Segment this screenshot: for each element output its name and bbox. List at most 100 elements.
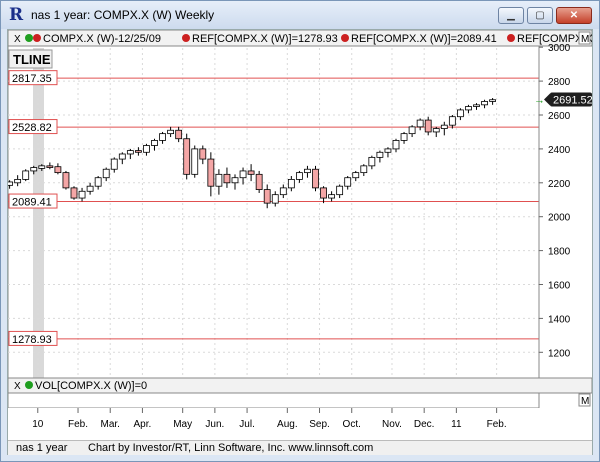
- legend-close-button[interactable]: X: [14, 34, 21, 45]
- close-button[interactable]: ✕: [556, 7, 592, 24]
- x-tick-label-7: Aug.: [277, 419, 298, 430]
- candle-body-11: [86, 185, 94, 192]
- status-symbol-text: nas 1 year: [16, 442, 68, 454]
- candle-body-32: [255, 173, 263, 190]
- candle-body-2: [14, 179, 22, 184]
- candle-body-4: [30, 167, 38, 172]
- candle-body-48: [384, 148, 392, 153]
- minimize-button[interactable]: ▁: [498, 7, 524, 24]
- candle-body-36: [287, 179, 295, 189]
- reference-lines: 2817.35 2528.82 2089.41 1278.93: [8, 70, 539, 346]
- candle-body-37: [295, 172, 303, 180]
- x-tick-label-1: Feb.: [68, 419, 88, 430]
- candle-body-45: [360, 165, 368, 174]
- y-tick-label-7: 2600: [548, 111, 571, 122]
- candle-body-53: [424, 119, 432, 133]
- candle-body-23: [183, 138, 191, 175]
- legend-series1[interactable]: COMPX.X (W)-12/25/09: [43, 33, 161, 45]
- volume-minimize-button[interactable]: [578, 393, 591, 407]
- candle-body-1: [6, 181, 14, 186]
- candle-body-30: [239, 170, 247, 179]
- candle-body-33: [263, 189, 271, 204]
- last-price: → 2691.52: [534, 92, 593, 107]
- status-credit-text: Chart by Investor/RT, Linn Software, Inc…: [88, 442, 374, 454]
- x-tick-label-2: Mar.: [100, 419, 119, 430]
- candle-body-35: [279, 187, 287, 196]
- candle-body-6: [46, 165, 54, 168]
- volume-close-button[interactable]: X: [14, 381, 21, 392]
- title-bar[interactable]: R nas 1 year: COMPX.X (W) Weekly ▁ ▢ ✕: [1, 1, 599, 29]
- x-tick-label-0: 10: [32, 419, 44, 430]
- x-tick-label-11: Dec.: [414, 419, 435, 430]
- series4-dot-icon: [507, 34, 515, 42]
- x-tick-label-12: 11: [451, 419, 462, 430]
- price-pane: [7, 29, 540, 379]
- candle-body-28: [223, 173, 231, 184]
- legend-minimize-button[interactable]: [578, 31, 591, 45]
- candle-body-52: [416, 119, 424, 128]
- candle-body-46: [368, 156, 376, 167]
- y-tick-label-0: 1200: [548, 348, 571, 359]
- x-tick-label-6: Jul.: [239, 419, 255, 430]
- x-axis: 10 Feb. Mar. Apr. May Jun. Jul. Aug. Sep. Oct. Nov…: [32, 408, 507, 430]
- series1-dot-icon: [25, 34, 33, 42]
- y-tick-label-1: 1400: [548, 314, 571, 325]
- ref-label-box-3: [8, 330, 58, 346]
- tline-button[interactable]: [8, 49, 53, 69]
- window-title: nas 1 year: COMPX.X (W) Weekly: [31, 8, 215, 22]
- ref-label-box-1: [8, 119, 58, 135]
- volume-pane: [7, 392, 540, 409]
- series1-dot2-icon: [33, 34, 41, 42]
- candle-body-14: [110, 158, 118, 170]
- legend-series3[interactable]: REF[COMPX.X (W)]=2089.41: [351, 33, 497, 45]
- candle-body-55: [440, 124, 448, 129]
- legend-minimize-label: M: [581, 34, 589, 45]
- volume-minimize-label: M: [581, 396, 589, 407]
- x-tick-label-10: Nov.: [382, 419, 402, 430]
- x-tick-label-3: Apr.: [134, 419, 152, 430]
- x-tick-label-13: Feb.: [487, 419, 507, 430]
- candle-body-41: [328, 194, 336, 199]
- legend-series2[interactable]: REF[COMPX.X (W)]=1278.93: [192, 33, 338, 45]
- y-axis: 1200 1400 1600 1800 2000 2200 2400 2600 2800 3000: [539, 43, 571, 359]
- candle-body-56: [448, 116, 456, 126]
- candle-body-44: [352, 172, 360, 179]
- candle-body-54: [432, 128, 440, 133]
- candle-body-59: [473, 104, 480, 107]
- x-tick-label-8: Sep.: [309, 419, 330, 430]
- candle-body-34: [271, 194, 279, 204]
- y-tick-label-5: 2200: [548, 179, 571, 190]
- grid-lines: [8, 48, 539, 378]
- candle-body-26: [207, 158, 215, 187]
- candle-body-16: [126, 150, 134, 155]
- candle-body-24: [191, 148, 199, 175]
- candle-body-27: [215, 173, 223, 187]
- maximize-button[interactable]: ▢: [527, 7, 553, 24]
- candle-body-49: [392, 140, 400, 150]
- candle-body-25: [199, 148, 207, 160]
- candle-body-18: [143, 145, 150, 153]
- series3-dot-icon: [341, 34, 349, 42]
- series2-dot-icon: [182, 34, 190, 42]
- y-tick-label-3: 1800: [548, 247, 571, 258]
- x-tick-label-5: Jun.: [205, 419, 224, 430]
- ref-label-box-2: [8, 193, 58, 209]
- y-tick-label-6: 2400: [548, 145, 571, 156]
- candle-body-10: [78, 190, 86, 199]
- candle-body-15: [118, 153, 126, 160]
- x-tick-label-4: May: [173, 419, 192, 430]
- candle-body-13: [102, 168, 110, 179]
- ref-label-0: 2817.35: [12, 73, 52, 85]
- candle-body-7: [54, 166, 62, 174]
- last-price-arrow-icon: →: [534, 94, 545, 106]
- y-tick-label-8: 2800: [548, 77, 571, 88]
- last-price-label: 2691.52: [553, 94, 592, 106]
- y-tick-label-4: 2000: [548, 213, 571, 224]
- x-tick-label-9: Oct.: [343, 419, 361, 430]
- candle-body-60: [481, 101, 488, 106]
- candle-body-8: [62, 172, 70, 189]
- cursor-band: [33, 48, 44, 378]
- volume-legend-text[interactable]: VOL[COMPX.X (W)]=0: [35, 380, 147, 392]
- candle-body-47: [376, 151, 384, 158]
- candle-body-39: [312, 168, 319, 189]
